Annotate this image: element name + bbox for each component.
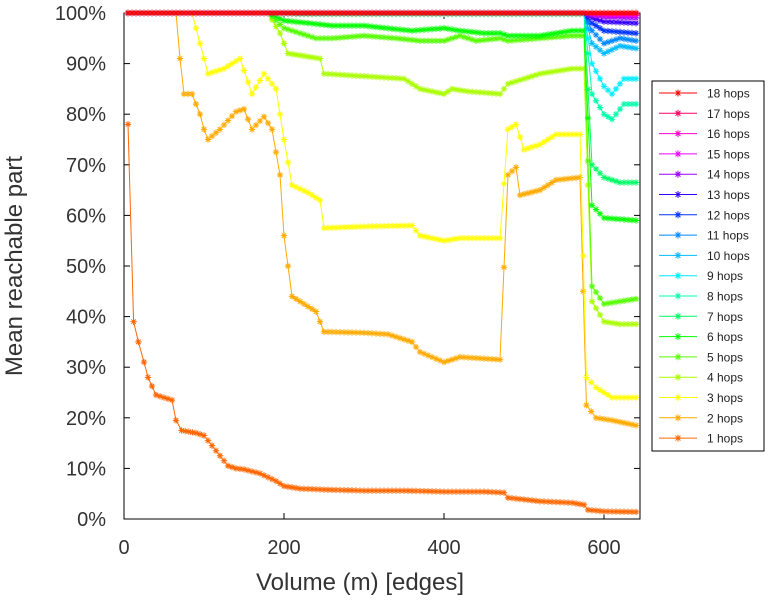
- series-1-hops: [124, 121, 640, 516]
- series-markers: [124, 9, 640, 308]
- legend-entry: 11 hops: [659, 229, 749, 243]
- series-8-hops: [124, 9, 640, 123]
- legend-entry: 12 hops: [659, 208, 750, 222]
- x-tick-label: 400: [427, 537, 460, 559]
- legend-marker: [674, 394, 682, 401]
- y-tick-labels: 0% 10% 20% 30% 40% 50% 60% 70% 80% 90% 100%: [55, 3, 106, 531]
- legend-label: 2 hops: [707, 411, 743, 425]
- y-tick-label: 20%: [66, 408, 106, 430]
- legend-entry: 6 hops: [659, 330, 743, 344]
- legend-marker: [674, 130, 682, 138]
- y-axis-label: Mean reachable part: [1, 156, 28, 376]
- legend-entry: 3 hops: [659, 391, 743, 405]
- legend-entry: 2 hops: [659, 411, 743, 425]
- series-layer: [124, 9, 640, 516]
- y-tick-label: 100%: [55, 3, 106, 25]
- plot-area: [123, 12, 641, 520]
- legend-label: 6 hops: [707, 330, 743, 344]
- y-tick-label: 80%: [66, 104, 106, 126]
- legend-entry: 8 hops: [659, 290, 743, 304]
- legend-marker: [674, 150, 682, 158]
- series-line: [128, 12, 637, 221]
- legend-label: 10 hops: [707, 249, 750, 263]
- legend-label: 4 hops: [707, 371, 743, 385]
- legend-entry: 1 hops: [659, 432, 743, 446]
- legend: 18 hops 17 hops 16 hops 15 hops 14 hops 13 ho…: [651, 80, 765, 452]
- legend-marker: [674, 191, 682, 198]
- series-markers: [124, 9, 640, 123]
- y-tick-label: 40%: [66, 307, 106, 329]
- series-markers: [124, 9, 640, 98]
- y-tick-label: 30%: [66, 357, 106, 379]
- series-18-hops: [124, 9, 640, 17]
- legend-marker: [674, 333, 682, 341]
- x-tick-label: 0: [118, 537, 129, 559]
- x-tick-labels: 0 200 400 600: [118, 537, 620, 559]
- legend-marker: [674, 292, 682, 300]
- legend-label: 8 hops: [707, 290, 743, 304]
- legend-marker: [674, 89, 682, 97]
- legend-marker: [674, 251, 682, 259]
- legend-marker: [674, 414, 682, 422]
- legend-marker: [674, 434, 682, 442]
- legend-label: 1 hops: [707, 432, 743, 446]
- legend-entry: 15 hops: [659, 147, 750, 161]
- legend-label: 12 hops: [707, 208, 750, 222]
- y-tick-label: 60%: [66, 205, 106, 227]
- series-markers: [124, 9, 640, 328]
- x-tick-label: 600: [587, 537, 620, 559]
- legend-label: 15 hops: [707, 147, 750, 161]
- legend-entry: 16 hops: [659, 127, 750, 141]
- legend-marker: [674, 231, 682, 239]
- legend-label: 18 hops: [707, 87, 750, 101]
- x-tick-label: 200: [267, 537, 300, 559]
- series-markers: [124, 9, 640, 17]
- legend-label: 14 hops: [707, 168, 750, 182]
- y-tick-label: 70%: [66, 155, 106, 177]
- legend-entry: 17 hops: [659, 107, 750, 121]
- legend-marker: [674, 373, 682, 381]
- legend-entry: 10 hops: [659, 249, 750, 263]
- legend-label: 5 hops: [707, 350, 743, 364]
- legend-label: 16 hops: [707, 127, 750, 141]
- y-tick-label: 50%: [66, 256, 106, 278]
- y-tick-label: 10%: [66, 458, 106, 480]
- legend-label: 17 hops: [707, 107, 750, 121]
- legend-entry: 7 hops: [659, 310, 743, 324]
- legend-entry: 13 hops: [659, 188, 750, 202]
- legend-entry: 5 hops: [659, 350, 743, 364]
- legend-marker: [674, 211, 682, 219]
- axis-ticks: [123, 12, 640, 520]
- legend-marker: [674, 353, 682, 361]
- legend-entry: 18 hops: [659, 87, 750, 101]
- y-tick-label: 0%: [77, 509, 106, 531]
- legend-label: 7 hops: [707, 310, 743, 324]
- y-tick-label: 90%: [66, 54, 106, 76]
- legend-label: 9 hops: [707, 269, 743, 283]
- legend-marker: [674, 272, 682, 280]
- x-axis-label: Volume (m) [edges]: [256, 569, 464, 596]
- series-5-hops: [124, 9, 640, 308]
- legend-box: [651, 80, 765, 452]
- legend-label: 3 hops: [707, 391, 743, 405]
- series-9-hops: [124, 9, 640, 98]
- series-4-hops: [124, 9, 640, 328]
- legend-marker: [674, 170, 682, 178]
- legend-marker: [674, 109, 682, 117]
- legend-entry: 4 hops: [659, 371, 743, 385]
- series-markers: [124, 121, 640, 516]
- legend-label: 11 hops: [707, 229, 749, 243]
- legend-entry: 9 hops: [659, 269, 743, 283]
- legend-marker: [674, 312, 682, 320]
- legend-entry: 14 hops: [659, 168, 750, 182]
- legend-label: 13 hops: [707, 188, 750, 202]
